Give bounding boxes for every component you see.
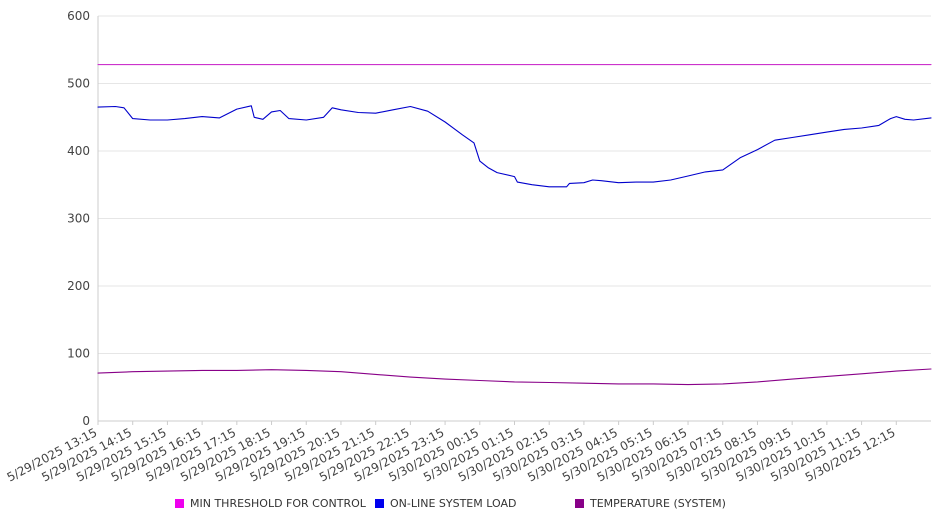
x-axis-ticks: 5/29/2025 13:155/29/2025 14:155/29/2025 … xyxy=(5,421,898,485)
y-tick-label-0: 0 xyxy=(82,414,90,428)
grid-lines xyxy=(98,15,931,354)
y-tick-label-200: 200 xyxy=(67,279,90,293)
series-line-temperature-system xyxy=(97,368,932,386)
y-tick-label-300: 300 xyxy=(67,212,90,226)
legend-item-min-threshold[interactable]: MIN THRESHOLD FOR CONTROL xyxy=(175,497,366,510)
legend-label-system-load: ON-LINE SYSTEM LOAD xyxy=(390,497,517,510)
series-lines xyxy=(97,64,932,386)
series-line-on-line-system-load xyxy=(97,105,932,188)
y-tick-label-500: 500 xyxy=(67,77,90,91)
chart-legend: MIN THRESHOLD FOR CONTROL ON-LINE SYSTEM… xyxy=(0,497,946,515)
y-tick-label-400: 400 xyxy=(67,144,90,158)
legend-label-temperature: TEMPERATURE (SYSTEM) xyxy=(590,497,726,510)
line-chart: 0 100 200 300 400 500 600 5/29/2025 13:155/29/… xyxy=(5,9,932,485)
legend-swatch-temperature xyxy=(575,499,584,508)
legend-item-system-load[interactable]: ON-LINE SYSTEM LOAD xyxy=(375,497,516,510)
legend-label-min-threshold: MIN THRESHOLD FOR CONTROL xyxy=(190,497,366,510)
y-tick-label-100: 100 xyxy=(67,347,90,361)
legend-swatch-system-load xyxy=(375,499,384,508)
legend-swatch-min-threshold xyxy=(175,499,184,508)
legend-item-temperature[interactable]: TEMPERATURE (SYSTEM) xyxy=(575,497,726,510)
y-tick-label-600: 600 xyxy=(67,9,90,23)
y-axis-ticks: 0 100 200 300 400 500 600 xyxy=(67,9,90,428)
